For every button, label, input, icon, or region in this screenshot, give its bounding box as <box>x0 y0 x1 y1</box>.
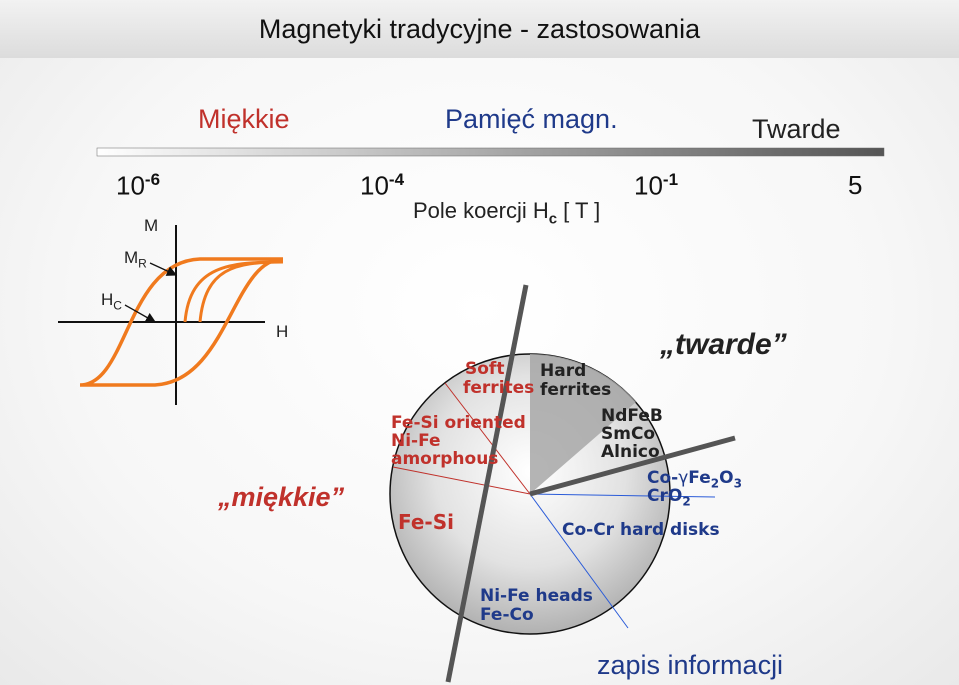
coercivity-scale-bar <box>96 147 885 157</box>
fesi-oriented-label: Fe-Si oriented Ni-Fe amorphous <box>391 413 526 469</box>
h-axis-label: H <box>276 322 289 341</box>
scale-label-2: 10-4 <box>360 170 405 201</box>
soft-ferrites-label: Soft ferrites <box>463 359 535 398</box>
category-memory: Pamięć magn. <box>445 104 618 134</box>
soft-ferrites-divider <box>444 382 531 495</box>
coercivity-axis-label: Pole koercji Hc [ T ] <box>413 198 601 228</box>
scale-label-1: 10-6 <box>116 170 161 201</box>
nife-heads-divider <box>529 493 629 629</box>
zapis-informacji-label: zapis informacji <box>597 650 784 680</box>
miekkie-label: „miękkie” <box>218 482 345 512</box>
mr-label: MR <box>124 248 147 271</box>
fesi-oriented-divider <box>392 466 531 495</box>
category-hard: Twarde <box>752 114 841 144</box>
hard-divider <box>529 435 736 497</box>
mr-arrow <box>149 262 178 276</box>
hc-label: HC <box>101 290 122 313</box>
co-fe2o3-label: Co-γFe2O3 <box>647 468 742 491</box>
category-soft: Miękkie <box>198 104 290 134</box>
page-title: Magnetyki tradycyjne - zastosowania <box>258 13 701 44</box>
nife-heads-label: Ni-Fe heads Fe-Co <box>480 586 593 625</box>
scale-label-3: 10-1 <box>634 170 679 201</box>
inner-loop <box>183 260 284 323</box>
hc-arrow <box>124 304 157 323</box>
applications-pie <box>389 284 736 683</box>
outer-loop <box>79 257 284 387</box>
hysteresis-diagram <box>58 225 284 405</box>
hard-segment <box>530 353 636 494</box>
hard-ferrites-label: Hard ferrites <box>540 361 612 400</box>
cro2-label: CrO2 <box>647 486 691 509</box>
m-axis-label: M <box>144 216 159 235</box>
title-bar: Magnetyki tradycyjne - zastosowania <box>0 0 959 58</box>
vertical-divider <box>445 284 529 683</box>
twarde-label: „twarde” <box>660 328 787 361</box>
scale-label-4: 5 <box>848 170 863 200</box>
cro2-divider <box>529 493 716 498</box>
ndfeb-label: NdFeB SmCo Alnico <box>601 406 663 462</box>
cocr-label: Co-Cr hard disks <box>562 520 720 540</box>
fesi-label: Fe-Si <box>398 510 454 534</box>
